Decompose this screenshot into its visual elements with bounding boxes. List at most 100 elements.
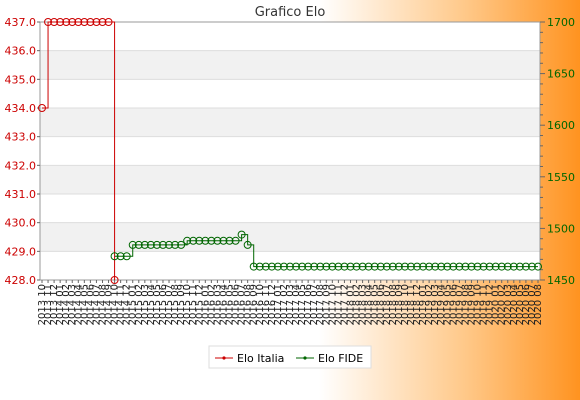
data-point-elo-fide [140,240,149,249]
x-tick-label: 2015 09 [176,284,187,325]
data-point-elo-fide [189,236,198,245]
data-point-elo-fide [491,262,500,271]
y-left-tick-label: 433.0 [5,131,37,144]
x-tick-label: 2015 02 [134,284,145,325]
data-point-elo-fide [515,262,524,271]
x-tick-label: 2015 10 [182,284,193,325]
data-point-elo-fide [473,262,482,271]
x-tick-label: 2019 09 [466,284,477,325]
data-point-elo-fide [388,262,397,271]
data-point-elo-fide [419,262,428,271]
data-point-elo-fide [128,240,137,249]
x-tick-label: 2015 11 [188,284,199,325]
x-tick-label: 2018 02 [352,284,363,325]
data-point-elo-fide [376,262,385,271]
x-tick-label: 2016 03 [212,284,223,325]
y-right-tick-label: 1600 [547,119,575,132]
data-point-elo-fide [509,262,518,271]
x-tick-label: 2017 07 [309,284,320,325]
x-tick-label: 2015 07 [164,284,175,325]
data-point-elo-fide [158,240,167,249]
data-point-elo-fide [449,262,458,271]
data-point-elo-fide [334,262,343,271]
plot-band [40,136,540,166]
x-tick-label: 2014 07 [91,284,102,325]
x-tick-label: 2015 12 [194,284,205,325]
data-point-elo-italia [80,18,89,26]
x-tick-label: 2016 01 [200,284,211,325]
x-tick-label: 2014 06 [85,284,96,325]
data-point-elo-italia [56,18,65,26]
x-tick-label: 2017 05 [297,284,308,325]
x-tick-label: 2020 06 [521,284,532,325]
data-point-elo-fide [110,252,119,261]
data-point-elo-fide [485,262,494,271]
x-tick-label: 2016 09 [249,284,260,325]
legend-item-elo-fide: Elo FIDE [296,352,363,365]
data-point-elo-italia [38,104,46,112]
y-right-tick-label: 1650 [547,68,575,81]
y-right-tick-label: 1500 [547,222,575,235]
y-left-tick-label: 432.0 [5,159,37,172]
series-layer [38,18,542,284]
y-left-tick-label: 430.0 [5,217,37,230]
plot-band [40,108,540,137]
data-point-elo-fide [467,262,476,271]
data-point-elo-fide [443,262,452,271]
data-point-elo-fide [201,236,210,245]
x-tick-label: 2018 03 [358,284,369,325]
x-tick-label: 2014 02 [61,284,72,325]
x-tick-label: 2016 11 [261,284,272,325]
x-tick-label: 2016 12 [267,284,278,325]
data-point-elo-fide [406,262,415,271]
x-tick-label: 2018 04 [364,284,375,325]
x-tick-label: 2016 04 [218,284,229,325]
x-tick-label: 2017 01 [273,284,284,325]
data-point-elo-fide [503,262,512,271]
x-tick-label: 2020 04 [509,284,520,325]
data-point-elo-italia [50,18,59,26]
x-tick-label: 2019 11 [479,284,490,325]
x-tick-label: 2018 11 [406,284,417,325]
x-tick-label: 2018 09 [394,284,405,325]
plot-background [40,22,540,280]
data-point-elo-fide [431,262,440,271]
x-tick-label: 2017 02 [279,284,290,325]
y-left-tick-label: 435.0 [5,73,37,86]
x-tick-label: 2015 08 [170,284,181,325]
x-tick-label: 2019 08 [460,284,471,325]
x-tick-label: 2017 06 [303,284,314,325]
data-point-elo-fide [322,262,331,271]
x-tick-label: 2019 10 [473,284,484,325]
x-tick-label: 2017 11 [333,284,344,325]
x-tick-label: 2020 05 [515,284,526,325]
x-tick-label: 2018 12 [412,284,423,325]
x-tick-label: 2015 05 [152,284,163,325]
x-tick-label: 2019 06 [448,284,459,325]
x-tick-label: 2019 05 [442,284,453,325]
data-point-elo-fide [225,236,234,245]
data-point-elo-fide [394,262,403,271]
data-point-elo-fide [279,262,288,271]
data-point-elo-fide [261,262,270,271]
x-tick-label: 2017 08 [315,284,326,325]
data-point-elo-fide [273,262,282,271]
plot-band [40,79,540,108]
x-tick-label: 2018 10 [400,284,411,325]
y-left-tick-label: 434.0 [5,102,37,115]
y-left-tick-label: 436.0 [5,45,37,58]
data-point-elo-italia [44,18,53,26]
data-point-elo-fide [340,262,349,271]
data-point-elo-italia [104,18,113,26]
y-right-tick-label: 1550 [547,171,575,184]
x-tick-label: 2020 01 [491,284,502,325]
data-point-elo-fide [255,262,264,271]
data-point-elo-fide [219,236,228,245]
data-point-elo-fide [352,262,361,271]
x-tick-label: 2016 08 [243,284,254,325]
x-tick-label: 2014 08 [97,284,108,325]
x-tick-label: 2014 11 [116,284,127,325]
x-tick-label: 2018 06 [376,284,387,325]
data-point-elo-fide [534,262,542,271]
